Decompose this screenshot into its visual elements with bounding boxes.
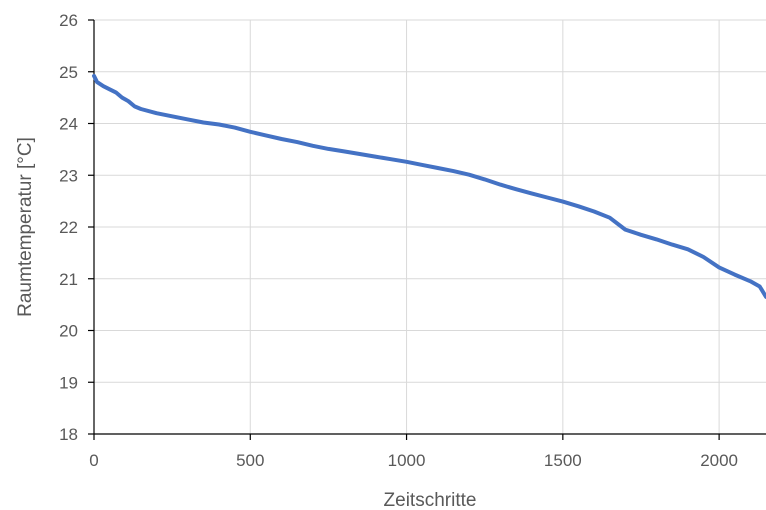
axes — [88, 19, 766, 440]
y-tick-label: 24 — [59, 115, 78, 134]
x-tick-label: 500 — [236, 451, 264, 470]
y-tick-label: 26 — [59, 11, 78, 30]
y-tick-label: 20 — [59, 322, 78, 341]
series-layer — [92, 73, 766, 299]
grid-lines — [94, 19, 766, 434]
y-tick-label: 22 — [59, 218, 78, 237]
y-tick-label: 18 — [59, 425, 78, 444]
x-tick-label: 2000 — [700, 451, 738, 470]
y-tick-label: 23 — [59, 166, 78, 185]
tick-labels: 18 19 20 21 22 23 24 25 26 0 500 1000 1500 2000 — [59, 11, 738, 470]
y-axis-title: Raumtemperatur [°C] — [15, 137, 36, 317]
series-line — [92, 73, 766, 299]
x-tick-label: 0 — [89, 451, 98, 470]
x-tick-label: 1500 — [544, 451, 582, 470]
y-tick-label: 19 — [59, 373, 78, 392]
x-tick-label: 1000 — [388, 451, 426, 470]
y-tick-label: 21 — [59, 270, 78, 289]
x-axis-title: Zeitschritte — [384, 490, 477, 510]
y-tick-label: 25 — [59, 63, 78, 82]
